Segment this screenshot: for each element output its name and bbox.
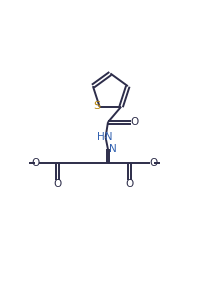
Text: S: S (93, 101, 100, 111)
Text: O: O (131, 117, 139, 127)
Text: O: O (125, 179, 134, 189)
Text: O: O (31, 158, 39, 168)
Text: HN: HN (97, 132, 112, 142)
Text: N: N (109, 144, 117, 154)
Text: O: O (150, 158, 158, 168)
Text: O: O (54, 179, 62, 189)
